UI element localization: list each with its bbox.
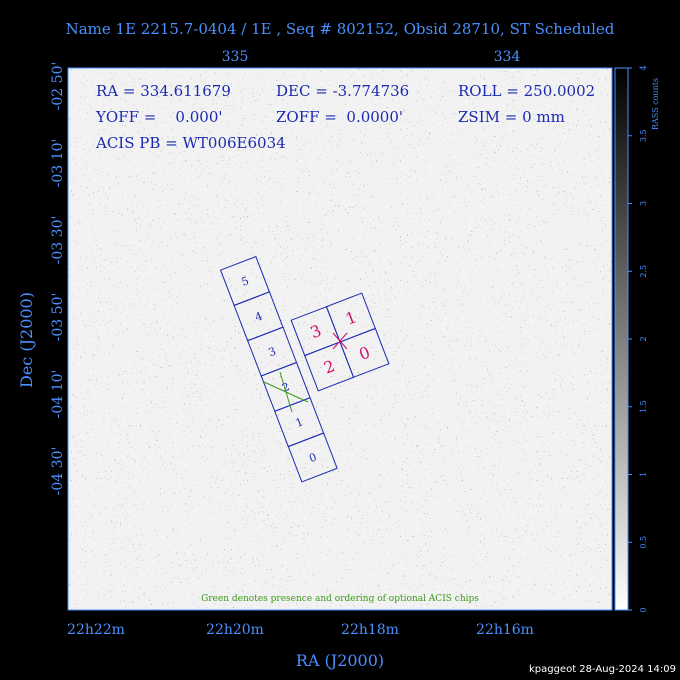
s-chip-label: 0 bbox=[307, 451, 318, 466]
info-acis: ACIS PB = WT006E6034 bbox=[95, 134, 286, 152]
top-tick: 334 bbox=[494, 49, 521, 65]
left-tick: -03 30' bbox=[50, 216, 66, 265]
colorbar-label: RASS counts bbox=[651, 78, 660, 130]
colorbar bbox=[614, 67, 629, 611]
info-dec: DEC = -3.774736 bbox=[276, 82, 409, 100]
title: Name 1E 2215.7-0404 / 1E , Seq # 802152,… bbox=[66, 20, 615, 38]
colorbar-tick-label: 0 bbox=[639, 607, 648, 612]
left-tick: -03 50' bbox=[50, 293, 66, 342]
colorbar-tick-label: 3 bbox=[639, 201, 648, 206]
bottom-tick: 22h16m bbox=[476, 622, 534, 638]
info-ra: RA = 334.611679 bbox=[96, 82, 231, 100]
colorbar-tick-label: 2 bbox=[639, 336, 648, 341]
info-roll: ROLL = 250.0002 bbox=[458, 82, 595, 100]
s-chip-label: 2 bbox=[280, 380, 291, 395]
s-chip-label: 5 bbox=[240, 274, 251, 289]
left-tick: -04 30' bbox=[50, 447, 66, 496]
colorbar-tick-label: 1.5 bbox=[639, 400, 648, 413]
s-array: 5 4 3 2 1 0 bbox=[219, 255, 338, 483]
s-chip-label: 4 bbox=[253, 309, 264, 324]
sky-image bbox=[68, 68, 612, 610]
info-zoff: ZOFF = 0.0000' bbox=[276, 108, 403, 126]
s-chip-label: 1 bbox=[294, 415, 305, 430]
colorbar-tick-label: 2.5 bbox=[639, 265, 648, 278]
info-yoff: YOFF = 0.000' bbox=[95, 108, 223, 126]
note: Green denotes presence and ordering of o… bbox=[201, 594, 479, 604]
top-tick: 335 bbox=[222, 49, 249, 65]
x-label: RA (J2000) bbox=[296, 651, 384, 670]
optional-chip-marker bbox=[263, 371, 309, 413]
left-tick: -02 50' bbox=[50, 62, 66, 111]
s-chip bbox=[287, 432, 338, 483]
bottom-tick: 22h18m bbox=[341, 622, 399, 638]
i-chip bbox=[339, 327, 390, 378]
info-zsim: ZSIM = 0 mm bbox=[458, 108, 565, 126]
bottom-tick: 22h20m bbox=[206, 622, 264, 638]
colorbar-tick-label: 3.5 bbox=[639, 129, 648, 142]
colorbar-tick-label: 0.5 bbox=[639, 536, 648, 549]
aimpoint bbox=[332, 332, 348, 350]
colorbar-tick-label: 1 bbox=[639, 472, 648, 477]
left-tick: -03 10' bbox=[50, 139, 66, 188]
left-tick: -04 10' bbox=[50, 370, 66, 419]
y-label: Dec (J2000) bbox=[17, 292, 36, 388]
colorbar-tick-label: 4 bbox=[639, 65, 648, 70]
plot-frame bbox=[67, 67, 613, 611]
bottom-tick: 22h22m bbox=[67, 622, 125, 638]
footer: kpaggeot 28-Aug-2024 14:09 bbox=[529, 664, 676, 675]
s-chip-label: 3 bbox=[267, 345, 278, 360]
